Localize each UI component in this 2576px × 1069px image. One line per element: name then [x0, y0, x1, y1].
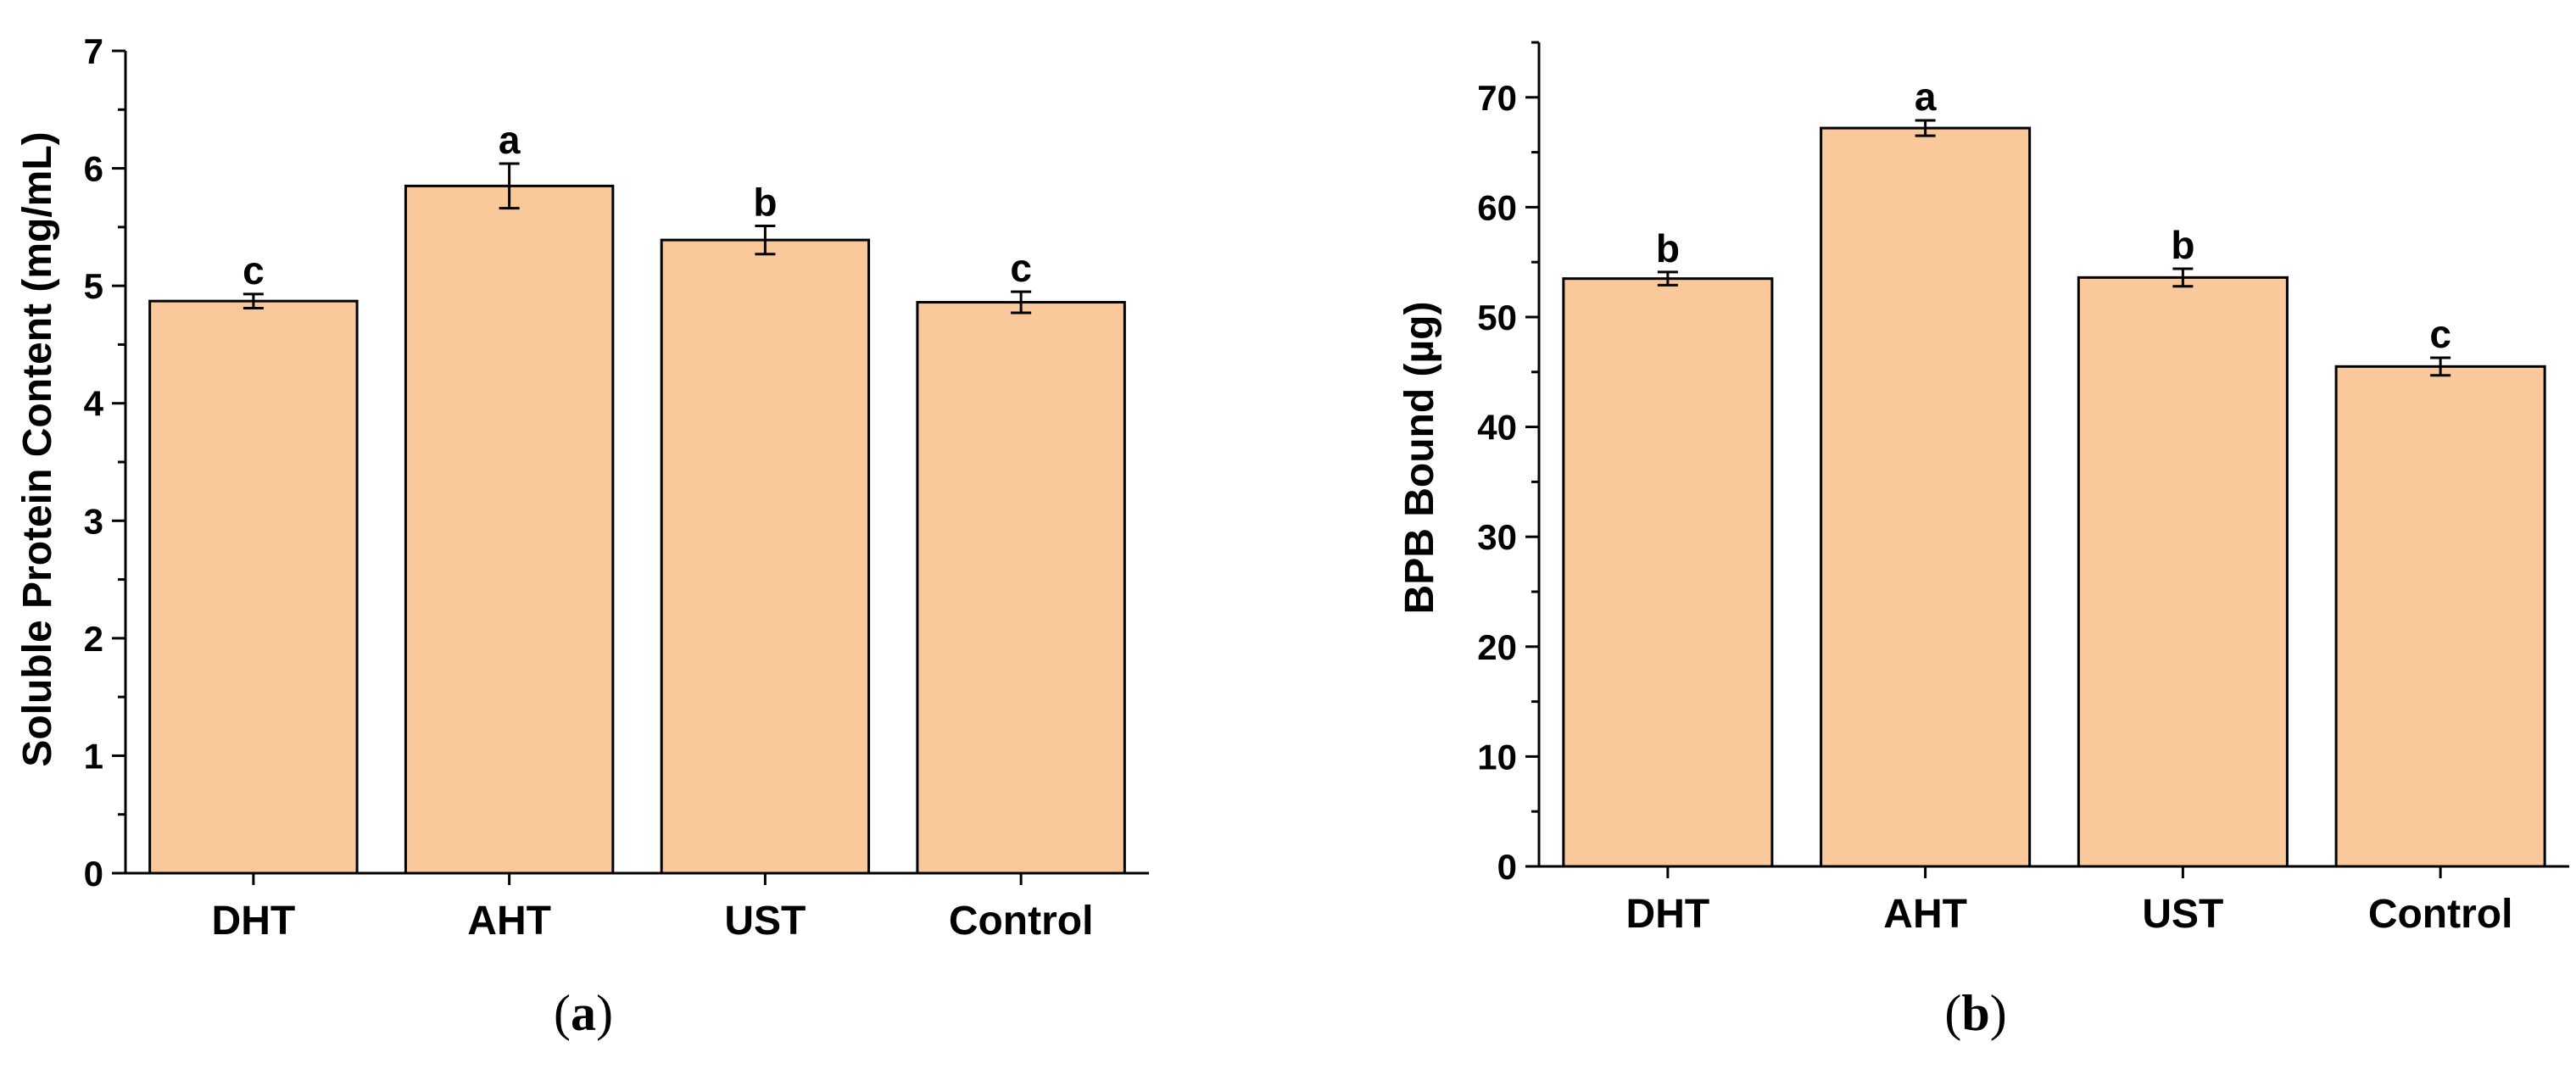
panel-a-bar-control — [916, 301, 1126, 875]
panel-a-y-tick-label: 5 — [84, 266, 103, 306]
panel-b-y-tick-label: 0 — [1497, 847, 1517, 887]
panel-a-significance-label: c — [243, 248, 265, 292]
panel-b-x-tick-label: UST — [2142, 892, 2223, 937]
panel-a-y-tick-label: 3 — [84, 501, 103, 541]
panel-b-x-tick-label: DHT — [1626, 892, 1710, 937]
panel-a-error-bar-ust — [755, 224, 776, 256]
panel-a-bar-dht — [148, 299, 359, 875]
panel-b-y-tick-label: 40 — [1477, 408, 1517, 448]
panel-a-y-tick-label: 6 — [84, 149, 103, 189]
panel-b-error-bar-ust — [2172, 267, 2194, 288]
panel-a-bar-aht — [404, 184, 615, 875]
panel-b-significance-label: a — [1915, 75, 1937, 119]
panel-b-bar-aht — [1820, 126, 2032, 868]
panel-a-ylabel: Soluble Protein Content (mg/mL) — [15, 131, 60, 766]
panel-b-error-bar-dht — [1657, 270, 1678, 287]
panel-a-error-bar-dht — [243, 292, 264, 309]
panel-a-caption: (a) — [554, 985, 613, 1041]
panel-b-error-bar-aht — [1915, 119, 1936, 137]
panel-b-bar-control — [2334, 365, 2546, 868]
panel-b-significance-label: b — [2171, 223, 2194, 267]
panel-a-bar-ust — [660, 238, 871, 875]
panel-b-y-tick-label: 60 — [1477, 187, 1517, 227]
panel-b-error-bar-control — [2430, 356, 2451, 377]
panel-a-x-tick-label: DHT — [212, 899, 296, 944]
panel-b-ylabel: BPB Bound (µg) — [1397, 302, 1442, 615]
panel-a-y-tick-label: 7 — [84, 31, 103, 71]
panel-b-x-tick-label: Control — [2368, 892, 2513, 937]
panel-a-y-tick-label: 2 — [84, 619, 103, 659]
panel-a-significance-label: a — [499, 118, 521, 162]
panel-b-y-tick-label: 10 — [1477, 737, 1517, 777]
panel-b-y-tick-label: 30 — [1477, 517, 1517, 557]
panel-b-significance-label: c — [2429, 312, 2451, 356]
panel-b-caption: (b) — [1944, 985, 2006, 1041]
panel-a-y-tick-label: 4 — [84, 384, 104, 424]
panel-a-x-tick-label: Control — [949, 899, 1094, 944]
panel-b-bar-ust — [2077, 276, 2289, 868]
panel-b-x-tick-label: AHT — [1883, 892, 1967, 937]
panel-a-y-tick-label: 0 — [84, 854, 103, 894]
panel-a-x-tick-label: UST — [724, 899, 806, 944]
panel-b-y-tick-label: 20 — [1477, 627, 1517, 667]
panel-a-error-bar-control — [1011, 290, 1032, 315]
panel-a-chart: c a b c 0 1 2 3 4 5 6 7 DHT AHT UST Control Soluble Pro… — [15, 31, 1149, 1041]
panel-a-y-tick-label: 1 — [84, 736, 103, 776]
panel-a-significance-label: b — [753, 180, 777, 224]
panel-a-x-tick-label: AHT — [467, 899, 551, 944]
panel-a-error-bar-aht — [499, 162, 520, 210]
panel-b-chart: b a b c 0 10 20 30 40 50 60 70 DHT AHT UST Control BPB … — [1397, 41, 2569, 1041]
panel-b-significance-label: b — [1656, 226, 1680, 270]
panel-b-bar-dht — [1562, 277, 1774, 868]
panel-a-significance-label: c — [1010, 246, 1032, 290]
panel-b-y-tick-label: 50 — [1477, 298, 1517, 337]
panel-b-y-tick-label: 70 — [1477, 78, 1517, 118]
